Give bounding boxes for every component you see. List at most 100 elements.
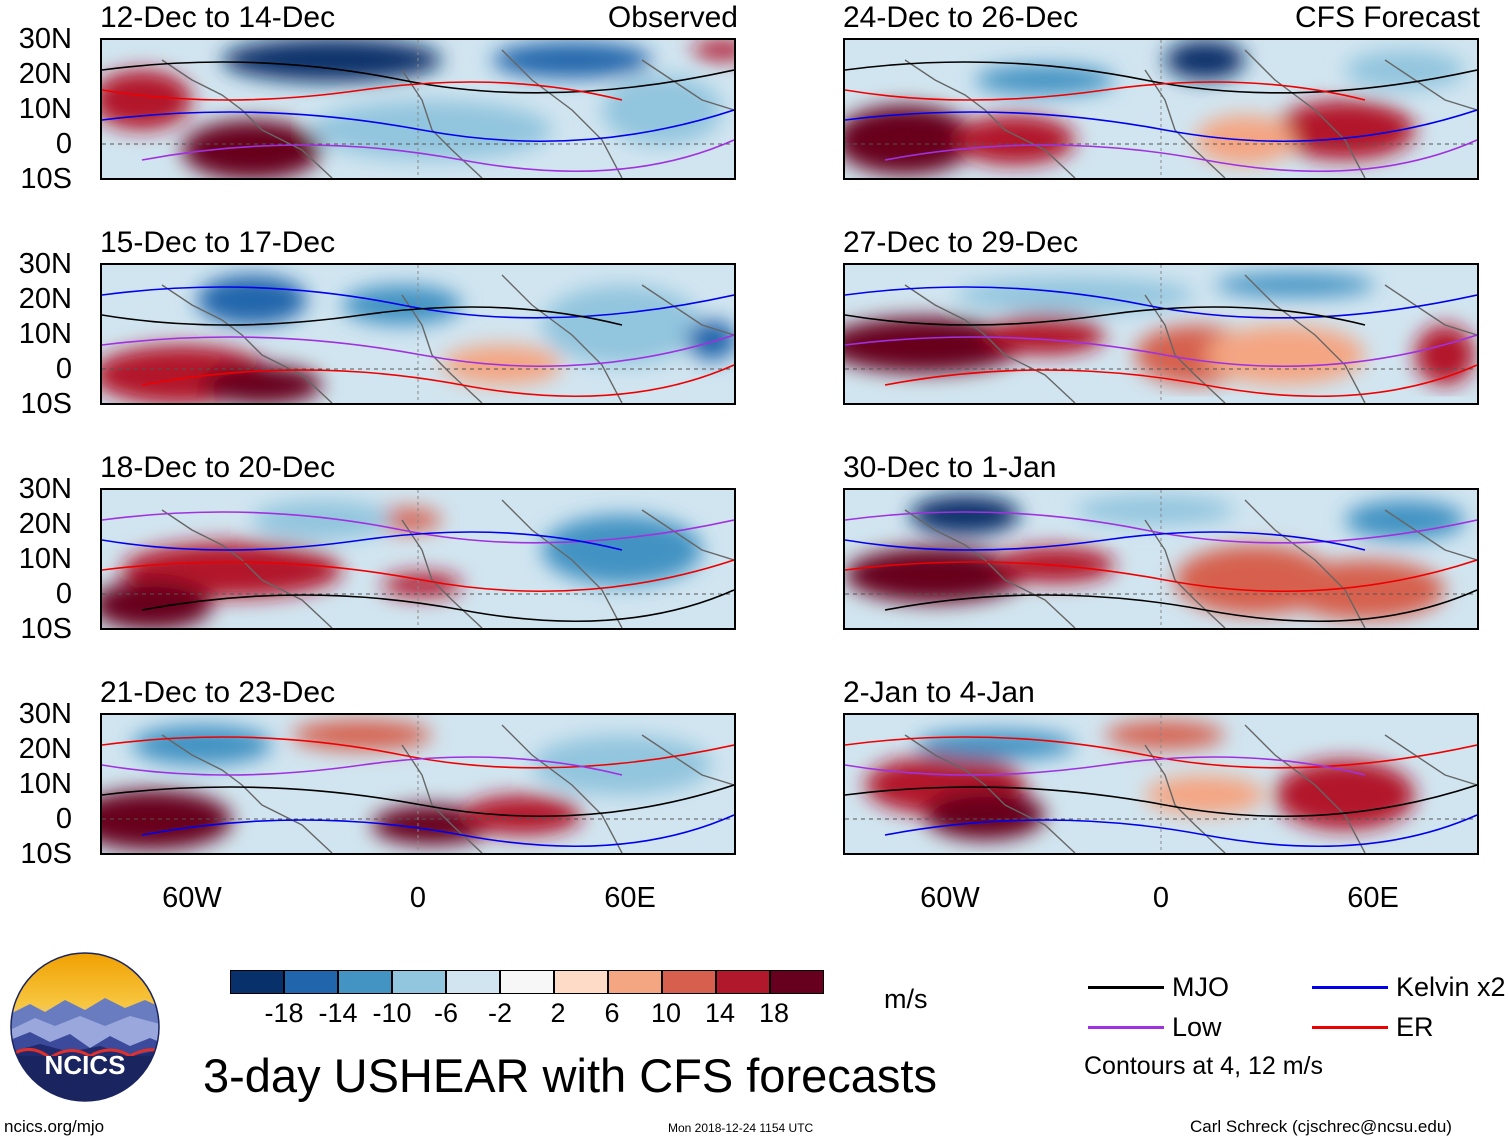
contour-note: Contours at 4, 12 m/s xyxy=(1084,1052,1324,1080)
shading-blob xyxy=(1275,100,1415,160)
colorbar-label: -14 xyxy=(318,998,358,1028)
y-tick-label: 20N xyxy=(18,283,72,315)
shading-blob xyxy=(1075,495,1235,525)
legend-label: Kelvin x2 xyxy=(1396,972,1506,1002)
contour-line xyxy=(845,784,1477,818)
colorbar-cell xyxy=(338,970,392,994)
y-tick-label: 20N xyxy=(18,58,72,90)
ncics-logo: NCICS xyxy=(10,952,160,1102)
shading-blob xyxy=(202,365,322,403)
contour-line xyxy=(102,784,734,818)
contour-line xyxy=(845,334,1477,368)
site-link[interactable]: ncics.org/mjo xyxy=(4,1117,105,1136)
contour-line xyxy=(102,81,623,101)
contour-line xyxy=(845,286,1477,319)
coastline xyxy=(904,274,1477,403)
y-tick-label: 30N xyxy=(18,698,72,730)
colorbar-label: 14 xyxy=(704,998,736,1028)
contour-line xyxy=(102,109,734,143)
colorbar-cell xyxy=(554,970,608,994)
colorbar-label: -6 xyxy=(433,998,458,1028)
y-tick-label: 0 xyxy=(55,353,72,385)
y-tick-label: 10S xyxy=(20,163,72,195)
shading-blob xyxy=(197,275,307,325)
x-tick-label: 60E xyxy=(604,882,656,914)
coastline xyxy=(904,499,1477,628)
contour-line xyxy=(102,736,734,769)
legend-line xyxy=(1088,986,1164,989)
y-tick-label: 10S xyxy=(20,838,72,870)
contour-line xyxy=(845,109,1477,143)
y-tick-label: 10N xyxy=(18,318,72,350)
map-heatmap xyxy=(102,490,734,628)
map-panel-forecast-2 xyxy=(843,263,1479,405)
shading-blob xyxy=(955,115,1075,165)
colorbar-label: -2 xyxy=(487,998,512,1028)
shading-blob xyxy=(382,573,462,597)
shading-blob xyxy=(1205,325,1365,385)
coastline xyxy=(904,724,1477,853)
shading-blob xyxy=(602,75,722,145)
y-tick-label: 30N xyxy=(18,473,72,505)
shading-blob xyxy=(845,105,975,175)
contour-line xyxy=(884,589,1477,623)
panel-title: 15-Dec to 17-Dec xyxy=(100,226,336,259)
colorbar-label: 10 xyxy=(650,998,682,1028)
contour-line xyxy=(102,511,734,544)
panel-title: 12-Dec to 14-Dec xyxy=(100,1,336,34)
shading-blob xyxy=(955,277,1195,313)
shading-blob xyxy=(1415,325,1475,385)
colorbar-label: -10 xyxy=(372,998,412,1028)
map-panel-forecast-1 xyxy=(843,38,1479,180)
shading-blob xyxy=(925,790,1045,840)
legend-item-er: ER xyxy=(1312,1014,1434,1041)
panel-title: 2-Jan to 4-Jan xyxy=(843,676,1035,709)
y-tick-label: 0 xyxy=(55,128,72,160)
shading-blob xyxy=(1345,500,1465,540)
contour-line xyxy=(845,756,1366,776)
legend-label: MJO xyxy=(1172,972,1229,1002)
logo-text: NCICS xyxy=(45,1050,126,1080)
colorbar-cell xyxy=(284,970,338,994)
legend-line xyxy=(1312,986,1388,989)
colorbar xyxy=(230,970,824,994)
figure-title: 3-day USHEAR with CFS forecasts xyxy=(203,1049,937,1102)
map-heatmap xyxy=(102,715,734,853)
contour-line xyxy=(141,364,734,398)
contour-line xyxy=(102,531,623,551)
y-tick-label: 0 xyxy=(55,578,72,610)
legend-label: Low xyxy=(1172,1012,1222,1042)
contour-line xyxy=(845,61,1477,94)
map-heatmap xyxy=(845,265,1477,403)
contour-line xyxy=(845,511,1477,544)
y-tick-label: 30N xyxy=(18,23,72,55)
y-tick-label: 10N xyxy=(18,93,72,125)
panel-title: 27-Dec to 29-Dec xyxy=(843,226,1079,259)
shading-blob xyxy=(102,790,232,850)
contour-line xyxy=(102,559,734,593)
colorbar-cell xyxy=(446,970,500,994)
legend-line xyxy=(1088,1026,1164,1029)
colorbar-cell xyxy=(392,970,446,994)
panel-title: 21-Dec to 23-Dec xyxy=(100,676,336,709)
shading-blob xyxy=(1285,560,1445,620)
contour-line xyxy=(845,81,1366,101)
contour-line xyxy=(884,139,1477,173)
x-tick-label: 60W xyxy=(920,882,980,914)
y-tick-label: 10S xyxy=(20,388,72,420)
coastline xyxy=(161,274,734,403)
map-heatmap xyxy=(845,490,1477,628)
contour-line xyxy=(141,814,734,848)
colorbar-label: -18 xyxy=(264,998,304,1028)
y-tick-label: 0 xyxy=(55,803,72,835)
coastline xyxy=(161,724,734,853)
shading-blob xyxy=(532,735,712,795)
map-panel-observed-3 xyxy=(100,488,736,630)
shading-blob xyxy=(915,730,1075,760)
legend-item-low: Low xyxy=(1088,1014,1222,1041)
contour-line xyxy=(102,61,734,94)
contour-line xyxy=(884,364,1477,398)
x-tick-label: 0 xyxy=(1152,882,1170,914)
map-heatmap xyxy=(845,40,1477,178)
colorbar-cell xyxy=(716,970,770,994)
